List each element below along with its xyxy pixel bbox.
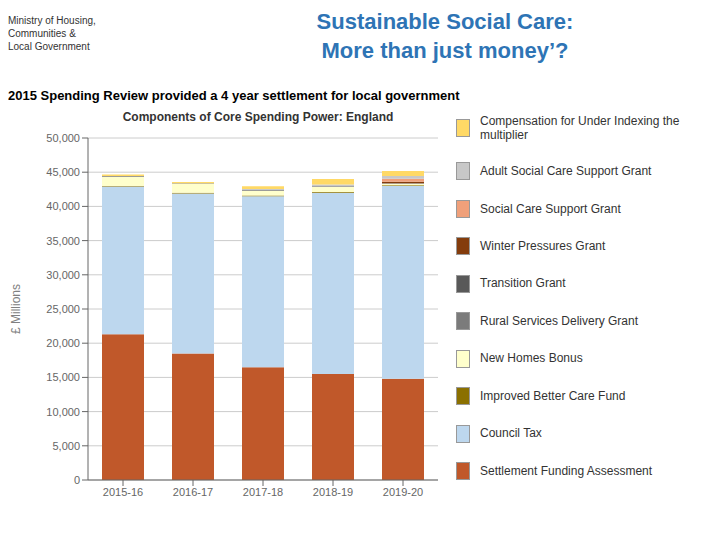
html-text:Settlement Funding Assessment: Settlement Funding Assessment: [480, 463, 653, 478]
svg-text:2017-18: 2017-18: [243, 486, 283, 498]
html-text:Adult Social Care Support Gran: Adult Social Care Support Grant: [480, 164, 652, 178]
html-text:Improved Better Care Fund: Improved Better Care Fund: [480, 388, 626, 403]
svg-text:45,000: 45,000: [46, 166, 80, 178]
html-text:Sustainable Social Care: More: Sustainable Social Care: More than just …: [316, 9, 574, 63]
svg-text:0: 0: [74, 474, 80, 486]
svg-text:25,000: 25,000: [46, 303, 80, 315]
svg-text:2019-20: 2019-20: [383, 486, 423, 498]
svg-text:35,000: 35,000: [46, 235, 80, 247]
svg-text:5,000: 5,000: [52, 440, 80, 452]
svg-text:20,000: 20,000: [46, 337, 80, 349]
svg-text:2016-17: 2016-17: [173, 486, 213, 498]
svg-text:15,000: 15,000: [46, 371, 80, 383]
html-text:Components of Core Spending Po: Components of Core Spending Power: Engla…: [122, 110, 394, 124]
html-text:Social Care Support Grant: Social Care Support Grant: [480, 201, 621, 216]
html-text:Council Tax: Council Tax: [480, 426, 542, 441]
svg-text:30,000: 30,000: [46, 269, 80, 281]
svg-text:2018-19: 2018-19: [313, 486, 353, 498]
html-text:Compensation for Under Indexin: Compensation for Under Indexing the mult…: [480, 114, 680, 143]
svg-text:2015-16: 2015-16: [103, 486, 143, 498]
svg-text:£ Millions: £ Millions: [9, 284, 23, 334]
svg-text:50,000: 50,000: [46, 132, 80, 144]
html-text:New Homes Bonus: New Homes Bonus: [480, 351, 583, 366]
html-text:Transition Grant: Transition Grant: [480, 276, 566, 291]
svg-text:10,000: 10,000: [46, 406, 80, 418]
html-text:Ministry of Housing, Communiti: Ministry of Housing, Communities & Local…: [8, 15, 96, 52]
html-text:Rural Services Delivery Grant: Rural Services Delivery Grant: [480, 313, 638, 328]
html-text:Winter Pressures Grant: Winter Pressures Grant: [480, 239, 606, 253]
svg-text:40,000: 40,000: [46, 200, 80, 212]
html-text:2015 Spending Review provided: 2015 Spending Review provided a 4 year s…: [8, 88, 460, 103]
